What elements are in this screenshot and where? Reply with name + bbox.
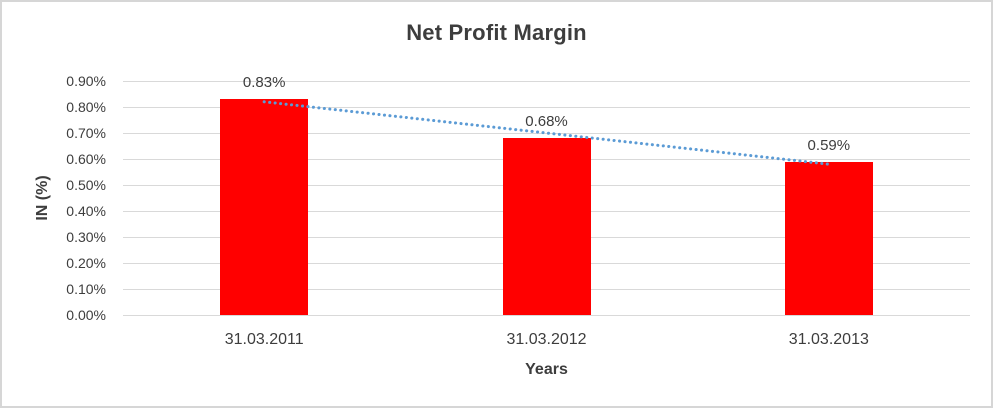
x-axis-title: Years: [525, 361, 568, 378]
y-tick-label: 0.00%: [66, 307, 106, 323]
bar: [502, 138, 591, 315]
y-tick-label: 0.90%: [66, 73, 106, 89]
y-tick-label: 0.80%: [66, 99, 106, 115]
y-tick-label: 0.60%: [66, 151, 106, 167]
gridline: [123, 315, 970, 316]
gridline: [123, 81, 970, 82]
chart-title: Net Profit Margin: [406, 20, 587, 45]
y-tick-label: 0.30%: [66, 229, 106, 245]
x-category-label: 31.03.2012: [506, 331, 587, 348]
y-tick-label: 0.40%: [66, 203, 106, 219]
x-category-label: 31.03.2013: [788, 331, 869, 348]
y-tick-label: 0.50%: [66, 177, 106, 193]
y-tick-label: 0.20%: [66, 255, 106, 271]
x-category-label: 31.03.2011: [224, 331, 304, 348]
plot-area: 0.83% 0.68% 0.59%: [123, 74, 970, 316]
y-tick-label: 0.10%: [66, 281, 106, 297]
y-tick-label: 0.70%: [66, 125, 106, 141]
bar-data-label: 0.83%: [242, 74, 286, 92]
y-axis-labels: 0.90% 0.80% 0.70% 0.60% 0.50% 0.40% 0.30% 0.20%…: [2, 2, 106, 406]
bar: [784, 161, 873, 315]
